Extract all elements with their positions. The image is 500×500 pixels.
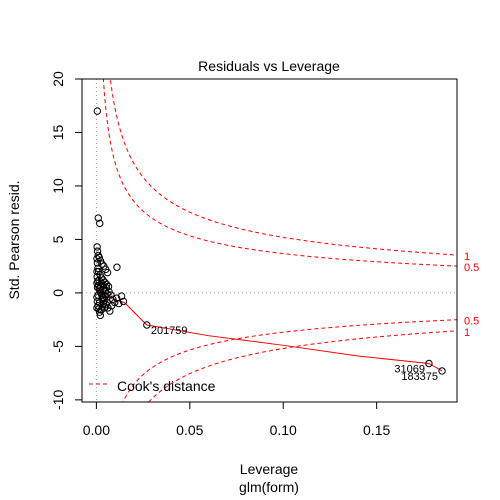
point-label: 201759 [151,325,188,337]
data-point [102,283,110,292]
y-tick-label: -10 [50,390,66,410]
data-point [115,299,123,308]
point-label: 183375 [401,371,438,383]
data-point [106,307,114,315]
data-point [93,293,101,301]
reference-lines [82,79,457,402]
data-point [438,367,446,375]
data-point [119,297,128,306]
data-point [425,359,433,368]
cooks-contour-lower [148,330,457,402]
cooks-contour-label: 1 [464,327,470,339]
smooth-line-layer [97,289,443,372]
y-axis-label: Std. Pearson resid. [6,180,22,299]
data-point [93,243,101,251]
cooks-contour-labels: 0.50.511 [464,251,479,339]
data-point [96,311,105,320]
data-point [113,263,121,271]
data-point [93,259,102,267]
x-tick-label: 0.10 [270,422,297,438]
x-tick-label: 0.00 [83,422,110,438]
y-tick-label: 20 [50,71,66,87]
x-axis: 0.00 0.05 0.10 0.15 [83,401,390,438]
plot-area [82,79,457,402]
legend-label: Cook's distance [117,378,216,394]
point-label: 31069 [394,363,425,375]
data-point [101,287,109,295]
data-point [117,292,126,300]
data-point [107,291,115,299]
y-tick-label: 5 [50,235,66,243]
data-point [93,107,102,115]
cooks-contour-upper [109,79,457,256]
y-axis: -10 -5 0 5 10 15 20 [50,71,83,410]
legend: Cook's distance [89,378,216,394]
x-tick-label: 0.15 [363,422,390,438]
cooks-distance-contours [102,79,457,402]
data-point [103,268,112,277]
data-point [93,304,101,312]
smooth-line [97,289,443,372]
data-point [94,264,102,273]
x-axis-sublabel: glm(form) [239,479,299,495]
y-tick-label: 15 [50,124,66,140]
y-tick-label: -5 [50,340,66,353]
cooks-contour-label: 0.5 [464,262,479,274]
data-point [94,214,102,222]
cooks-contour-upper [102,79,457,267]
data-point [93,254,101,263]
chart-title: Residuals vs Leverage [198,58,340,74]
data-point [103,298,111,307]
data-point [93,267,101,276]
data-point [143,321,151,329]
x-tick-label: 0.05 [176,422,203,438]
cooks-contour-label: 0.5 [464,316,479,328]
data-point [93,279,101,287]
data-point [93,247,102,255]
plot-frame [81,78,458,403]
y-tick-label: 0 [50,289,66,297]
data-point [96,219,104,228]
x-axis-label: Leverage [240,461,299,477]
data-point [98,260,106,268]
y-tick-label: 10 [50,178,66,194]
points-layer [93,107,446,375]
cooks-contour-label: 1 [464,251,470,263]
